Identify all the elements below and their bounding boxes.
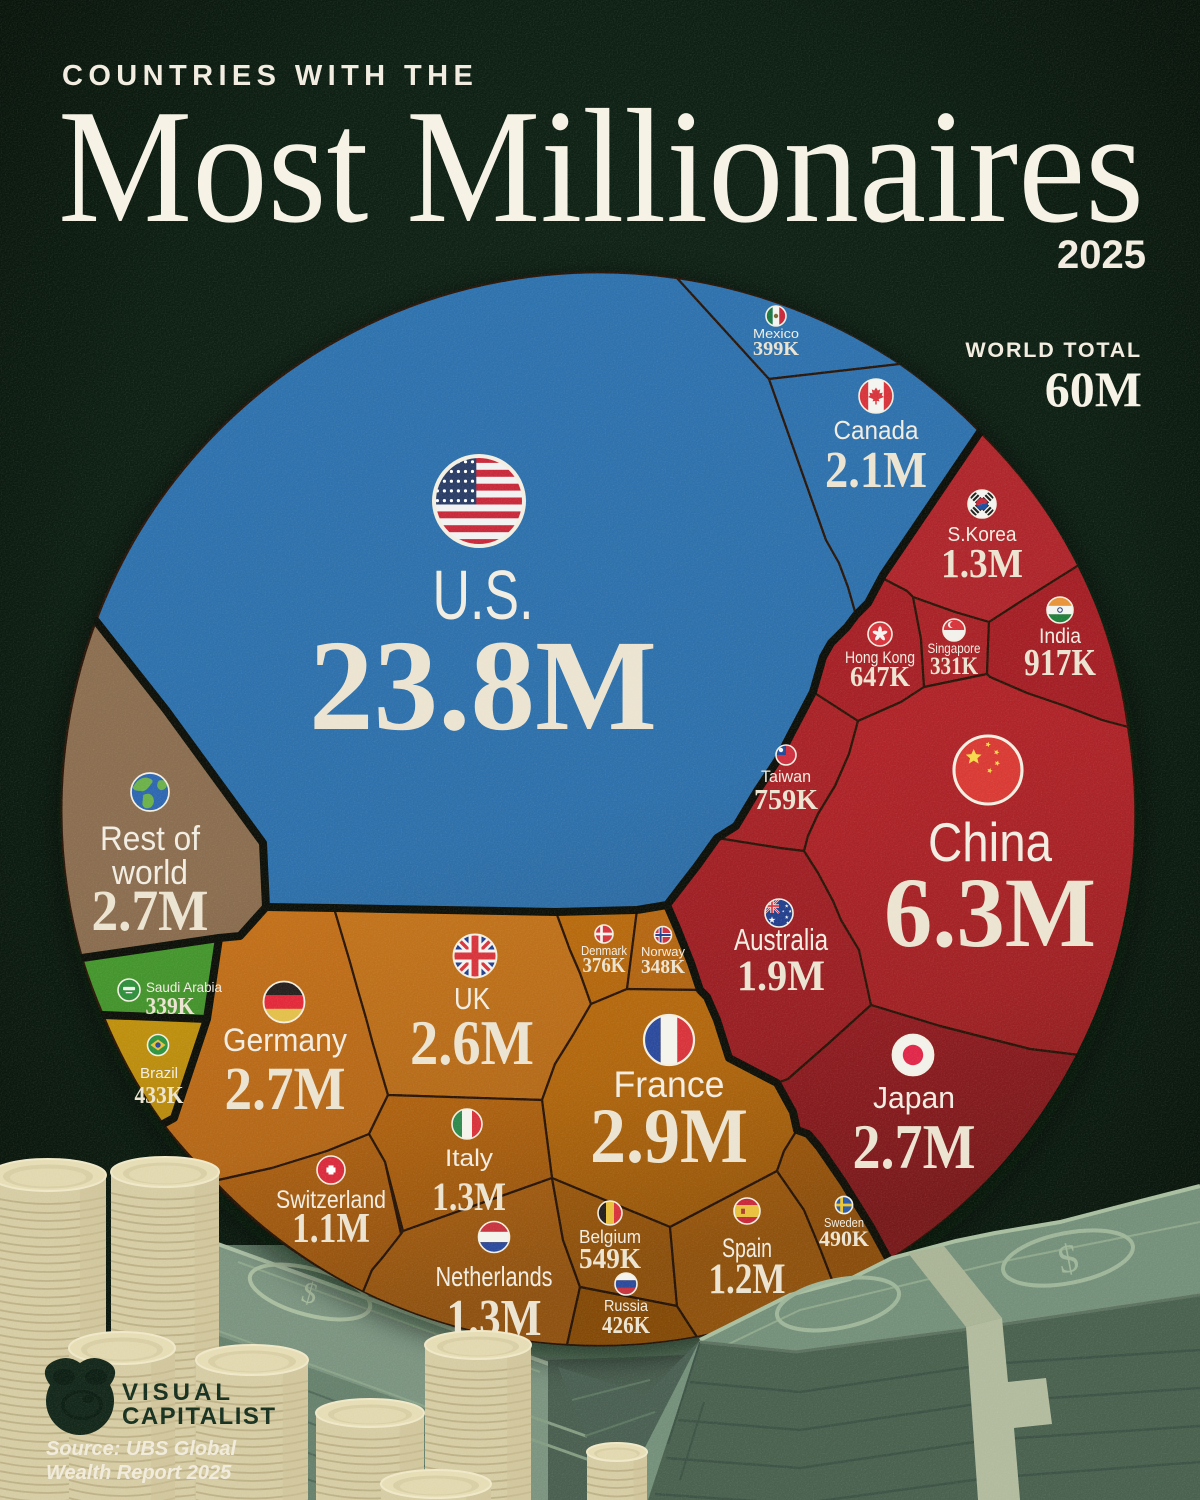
- svg-text:WORLD TOTAL: WORLD TOTAL: [965, 338, 1142, 362]
- svg-text:2025: 2025: [1057, 233, 1146, 277]
- svg-text:Most Millionaires: Most Millionaires: [58, 77, 1144, 257]
- svg-text:COUNTRIES WITH THE: COUNTRIES WITH THE: [62, 60, 478, 92]
- svg-text:60M: 60M: [1045, 361, 1142, 417]
